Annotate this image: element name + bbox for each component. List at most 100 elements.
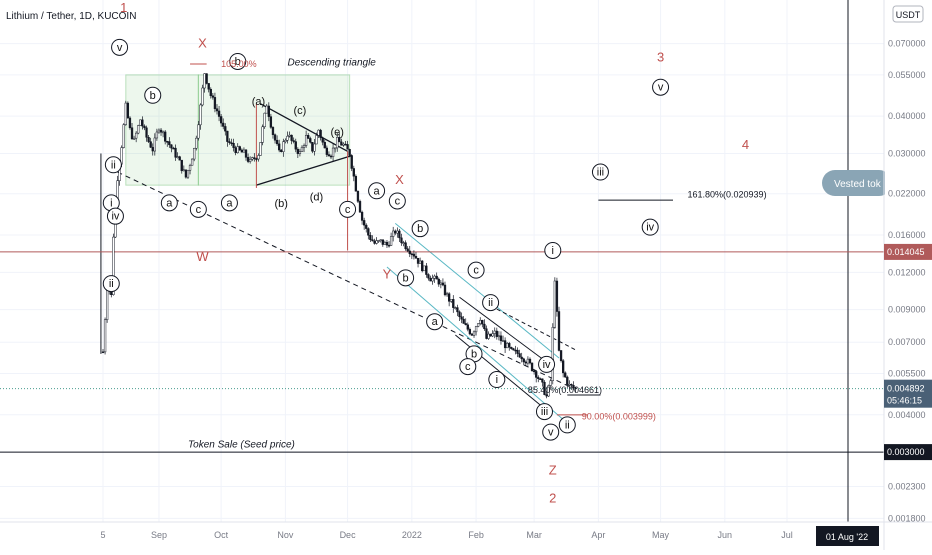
candle-body [209, 88, 212, 96]
wave-label: i [552, 245, 554, 257]
wave-label-circle [459, 358, 477, 376]
candle-body [184, 169, 188, 178]
currency-badge[interactable] [892, 5, 924, 23]
vested-tooltip-text: Vested tok [834, 179, 882, 190]
candle-body [412, 253, 416, 257]
candle-body [433, 275, 436, 279]
wave-label: (a) [252, 96, 265, 108]
candle-body [365, 224, 368, 229]
candle-body [539, 378, 542, 380]
candle-body [174, 147, 177, 158]
candles [101, 73, 577, 399]
candle-body [460, 316, 463, 320]
wave-label: i [496, 374, 498, 386]
currency-badge-label: USDT [896, 10, 921, 20]
candle-body [112, 236, 115, 295]
chart-annotation: 85.40%(0.004661) [528, 385, 602, 395]
wave-label: a [374, 185, 381, 197]
candle-body [518, 353, 521, 358]
candle-body [381, 239, 384, 245]
candle-body [253, 157, 256, 159]
candle-body [122, 124, 125, 148]
price-tick-label: 0.005500 [888, 368, 926, 378]
wave-label: a [166, 197, 173, 209]
candle-body [304, 135, 308, 146]
time-axis[interactable]: 5 Sep Oct Nov Dec 2022 Feb Mar Apr May Jun Jul 01 Au… [0, 521, 932, 546]
candle-body [230, 142, 233, 144]
wave-degree-label: 4 [742, 137, 749, 152]
candle-body [101, 351, 105, 354]
candle-body [564, 372, 567, 378]
price-line-pill-label: 0.014045 [887, 247, 925, 257]
wave-label-circle [106, 207, 124, 225]
candle-body [333, 147, 337, 150]
current-price-label: 0.004892 [887, 384, 925, 394]
candle-body [336, 137, 339, 149]
candle-body [172, 147, 175, 150]
wave-label-circle [102, 275, 120, 293]
candle-body [454, 307, 457, 309]
candle-body [514, 349, 517, 352]
candle-body [278, 143, 281, 151]
wave-label: c [473, 265, 479, 277]
candle-body [178, 156, 181, 161]
candle-body [340, 141, 343, 146]
candle-body [443, 284, 447, 296]
wave-label-circle [538, 355, 556, 373]
date-marker-label: 01 Aug '22 [826, 532, 868, 542]
candle-body [273, 134, 277, 141]
candle-body [342, 143, 345, 146]
candle-body [211, 95, 215, 98]
candle-body [124, 102, 127, 125]
candle-body [222, 122, 225, 127]
wave-label: iv [543, 359, 551, 371]
candle-body [499, 335, 503, 342]
wave-label-circle [482, 294, 500, 312]
wave-label: (b) [275, 198, 288, 210]
candle-body [317, 129, 320, 136]
candle-body [481, 319, 484, 325]
price-axis[interactable]: 0.070000 0.055000 0.040000 0.030000 0.022000… [883, 0, 932, 550]
wave-label: a [432, 316, 439, 328]
candle-body [470, 333, 474, 336]
candle-body [452, 299, 455, 308]
candle-body [155, 131, 159, 139]
candle-body [547, 385, 550, 397]
candle-body [553, 280, 557, 328]
candle-body [418, 260, 422, 264]
triangle-lower-line [256, 155, 352, 186]
candle-body [379, 239, 382, 241]
candle-body [307, 135, 310, 139]
wave-label-circle [544, 241, 562, 259]
candle-body [275, 139, 279, 145]
candle-body [385, 241, 389, 246]
candle-body [284, 139, 287, 143]
wave-label: iv [646, 222, 654, 234]
wave-label: b [417, 223, 423, 235]
candle-body [394, 230, 397, 234]
candle-body [238, 146, 241, 151]
candle-body [396, 230, 399, 234]
candle-body [510, 346, 513, 349]
candle-body [377, 240, 380, 242]
candle-body [489, 333, 492, 337]
price-line-pill-label: 0.003000 [887, 447, 925, 457]
candle-body [439, 282, 443, 285]
wave-label: a [226, 197, 233, 209]
candle-body [508, 343, 511, 348]
time-tick-label: Jul [781, 530, 793, 540]
wave-label: (c) [293, 105, 306, 117]
candle-body [296, 148, 299, 154]
candle-body [261, 126, 264, 143]
candle-body [294, 141, 297, 150]
candle-body [263, 112, 266, 128]
date-marker-pill [816, 526, 879, 546]
candle-body [543, 381, 546, 395]
wave-label-circle [144, 86, 162, 104]
wave-label: v [117, 42, 123, 54]
candle-body [526, 358, 530, 364]
wave-degree-label: Y [383, 266, 392, 281]
